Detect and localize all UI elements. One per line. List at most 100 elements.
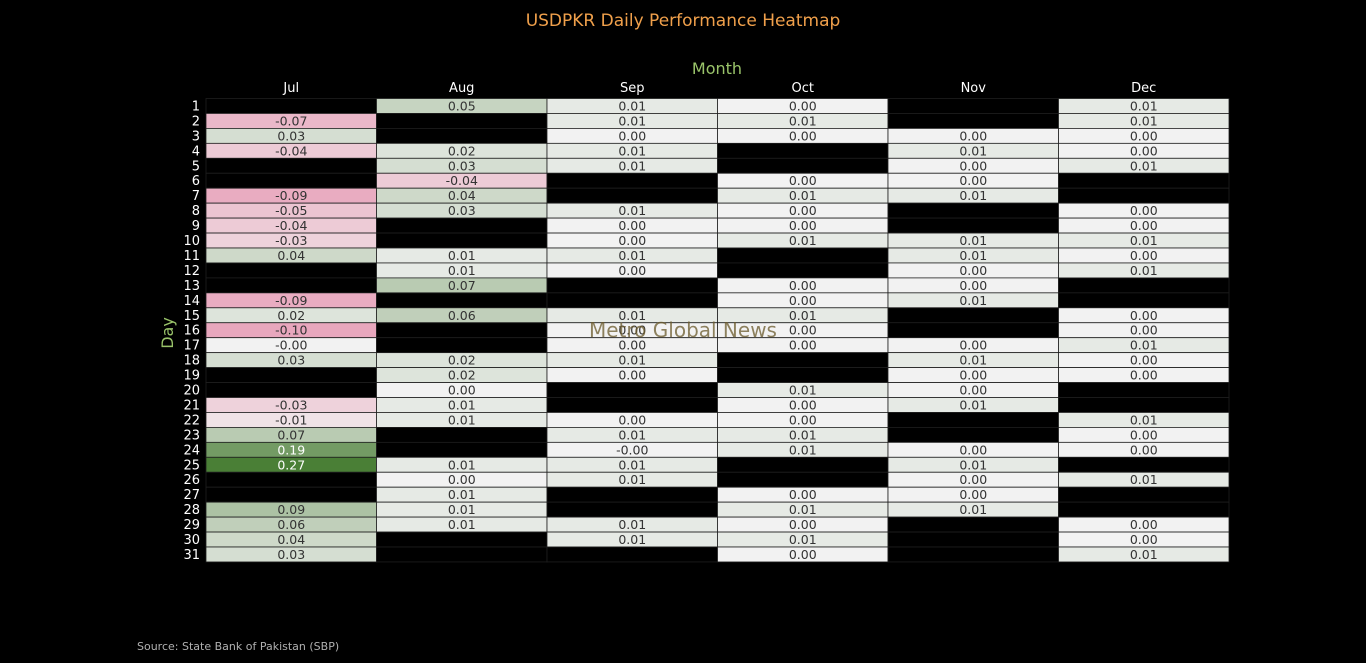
- y-tick-label: 22: [183, 413, 200, 428]
- y-tick-label: 9: [192, 219, 200, 234]
- cell-value-label: 0.00: [448, 383, 476, 398]
- cell-value-label: 0.01: [1130, 233, 1158, 248]
- heatmap-cell: [1058, 486, 1230, 503]
- cell-value-label: -0.04: [275, 218, 307, 233]
- heatmap-cell: [546, 277, 718, 294]
- cell-value-label: 0.00: [618, 263, 646, 278]
- cell-value-label: 0.01: [1130, 113, 1158, 128]
- y-tick-label: 23: [183, 428, 200, 443]
- cell-value-label: 0.01: [618, 98, 646, 113]
- cell-value-label: 0.01: [789, 532, 817, 547]
- x-tick-label: Nov: [961, 81, 987, 96]
- y-tick-label: 15: [183, 309, 200, 324]
- cell-value-label: 0.01: [959, 143, 987, 158]
- y-tick-label: 16: [183, 324, 200, 339]
- cell-value-label: 0.01: [448, 502, 476, 517]
- y-tick-label: 21: [183, 398, 200, 413]
- cell-value-label: 0.01: [789, 233, 817, 248]
- cell-value-label: 0.00: [789, 338, 817, 353]
- y-tick-label: 8: [192, 204, 200, 219]
- cell-value-label: 0.00: [789, 293, 817, 308]
- cell-value-label: 0.01: [618, 457, 646, 472]
- cell-value-label: -0.00: [275, 338, 307, 353]
- cell-value-label: 0.04: [277, 248, 305, 263]
- y-tick-label: 24: [183, 443, 200, 458]
- cell-value-label: 0.05: [448, 98, 476, 113]
- cell-value-label: 0.01: [618, 248, 646, 263]
- x-tick-labels: Jul Aug Sep Oct Nov Dec: [282, 81, 1156, 96]
- cell-value-label: 0.00: [959, 278, 987, 293]
- cell-value-label: 0.00: [448, 472, 476, 487]
- y-tick-label: 12: [183, 264, 200, 279]
- heatmap-cell: [376, 322, 548, 339]
- cell-value-label: 0.19: [277, 442, 305, 457]
- cell-value-label: 0.27: [277, 457, 305, 472]
- cell-value-label: 0.01: [959, 188, 987, 203]
- heatmap-cell: [205, 277, 377, 294]
- heatmap-cell: [717, 157, 889, 174]
- cell-value-label: 0.01: [959, 233, 987, 248]
- cell-value-label: 0.01: [1130, 472, 1158, 487]
- cell-value-label: 0.01: [959, 353, 987, 368]
- cell-value-label: 0.01: [1130, 263, 1158, 278]
- heatmap-cell: [546, 397, 718, 413]
- cell-value-label: 0.00: [1130, 517, 1158, 532]
- cell-value-label: 0.01: [618, 143, 646, 158]
- y-tick-label: 11: [183, 249, 200, 264]
- cell-value-label: 0.00: [789, 278, 817, 293]
- heatmap-cell: [205, 262, 377, 279]
- cell-value-label: 0.02: [448, 368, 476, 383]
- heatmap-cell: [717, 456, 889, 473]
- heatmap-cell: [546, 382, 718, 398]
- cell-value-label: 0.00: [1130, 308, 1158, 323]
- cell-value-label: 0.03: [277, 547, 305, 562]
- heatmap-cell: [717, 367, 889, 383]
- chart-title: USDPKR Daily Performance Heatmap: [526, 11, 841, 31]
- heatmap-cell: [717, 352, 889, 368]
- y-tick-label: 13: [183, 279, 200, 294]
- cell-value-label: 0.01: [789, 502, 817, 517]
- cell-value-label: 0.00: [1130, 532, 1158, 547]
- cell-value-label: 0.00: [959, 442, 987, 457]
- cell-value-label: -0.04: [446, 173, 478, 188]
- cell-value-label: 0.07: [448, 278, 476, 293]
- cell-value-label: 0.01: [618, 158, 646, 173]
- heatmap-cell: [546, 292, 718, 309]
- heatmap-cell: [717, 142, 889, 159]
- cell-value-label: 0.00: [959, 338, 987, 353]
- cell-value-label: 0.00: [789, 547, 817, 562]
- heatmap-cell: [1058, 277, 1230, 294]
- heatmap-cell: [546, 187, 718, 204]
- cell-value-label: 0.01: [959, 248, 987, 263]
- heatmap-cell: [1058, 382, 1230, 398]
- y-tick-label: 5: [192, 159, 200, 174]
- cell-value-label: 0.07: [277, 427, 305, 442]
- y-tick-label: 25: [183, 458, 200, 473]
- cell-value-label: 0.09: [277, 502, 305, 517]
- cell-value-label: 0.01: [959, 397, 987, 412]
- heatmap-cell: [376, 531, 548, 548]
- cell-value-label: 0.01: [959, 293, 987, 308]
- cell-value-label: 0.01: [789, 442, 817, 457]
- y-tick-label: 2: [192, 114, 200, 129]
- cell-value-label: 0.00: [959, 383, 987, 398]
- heatmap-cell: [887, 546, 1059, 563]
- heatmap-cell: [887, 531, 1059, 548]
- heatmap-cell: [887, 412, 1059, 428]
- cell-value-label: 0.00: [789, 487, 817, 502]
- y-tick-label: 1: [192, 99, 200, 114]
- cell-value-label: 0.04: [277, 532, 305, 547]
- heatmap-cell: [1058, 501, 1230, 518]
- y-tick-label: 3: [192, 129, 200, 144]
- cell-value-label: -0.09: [275, 188, 307, 203]
- cell-value-label: 0.06: [277, 517, 305, 532]
- cell-value-label: -0.07: [275, 113, 307, 128]
- cell-value-label: 0.00: [789, 203, 817, 218]
- cell-value-label: 0.00: [1130, 143, 1158, 158]
- cell-value-label: 0.04: [448, 188, 476, 203]
- y-tick-label: 10: [183, 234, 200, 249]
- heatmap-cell: [376, 113, 548, 129]
- cell-value-label: 0.00: [1130, 248, 1158, 263]
- cell-value-label: 0.06: [448, 308, 476, 323]
